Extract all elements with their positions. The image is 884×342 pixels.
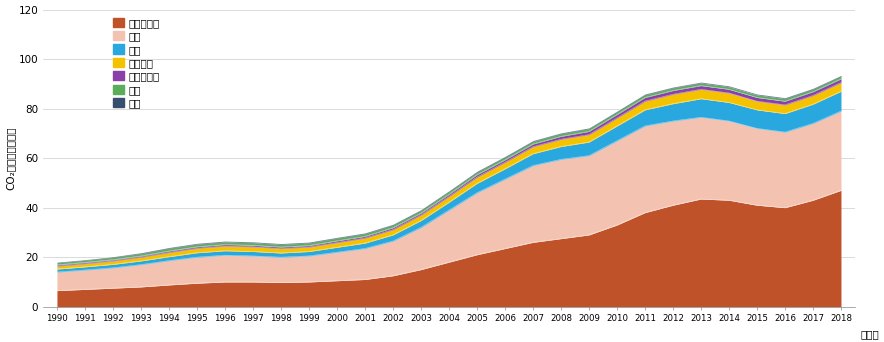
Legend: 发电及供热, 工业, 交通, 居民生活, 公共服务业, 农业, 其他: 发电及供热, 工业, 交通, 居民生活, 公共服务业, 农业, 其他 [113,18,160,108]
Y-axis label: CO₂排放量（亿吨）: CO₂排放量（亿吨） [5,127,16,190]
Text: （年）: （年） [860,329,880,339]
